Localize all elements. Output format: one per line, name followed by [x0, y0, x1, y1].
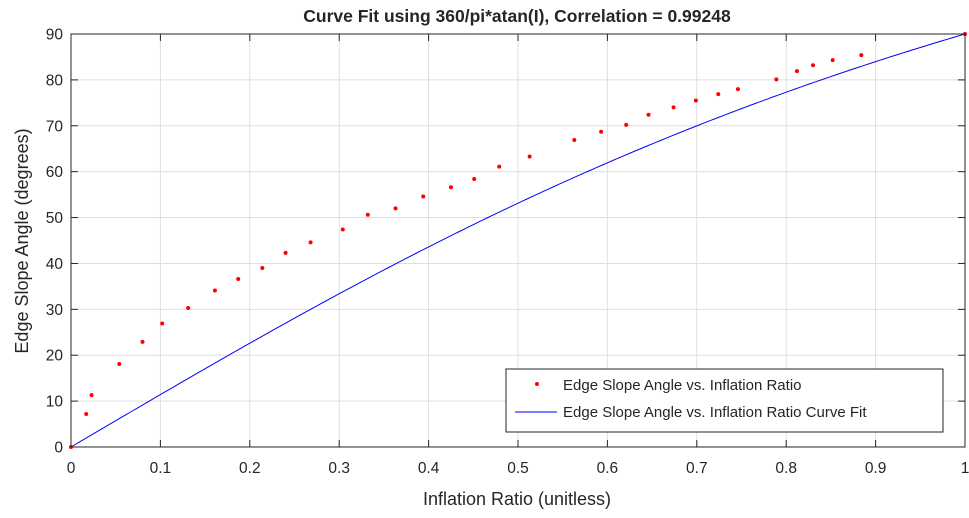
data-point — [160, 321, 165, 326]
tick-marks — [70, 33, 966, 448]
data-point — [572, 138, 577, 143]
data-point — [140, 339, 145, 344]
legend-entry-scatter: Edge Slope Angle vs. Inflation Ratio — [563, 377, 802, 394]
data-point — [283, 250, 288, 255]
x-tick-label: 0.4 — [418, 460, 440, 477]
data-point — [448, 185, 453, 190]
data-point — [599, 129, 604, 134]
data-point — [735, 87, 740, 92]
data-point — [497, 164, 502, 169]
data-point — [393, 206, 398, 211]
x-tick-label: 0.2 — [239, 460, 261, 477]
y-axis-label: Edge Slope Angle (degrees) — [12, 128, 32, 353]
x-tick-label: 0.3 — [328, 460, 350, 477]
legend-entry-line: Edge Slope Angle vs. Inflation Ratio Cur… — [563, 404, 867, 421]
y-tick-label: 10 — [46, 394, 64, 411]
x-tick-label: 1 — [961, 460, 969, 477]
x-axis-label: Inflation Ratio (unitless) — [423, 489, 611, 509]
x-tick-label: 0.7 — [686, 460, 708, 477]
data-point — [89, 393, 94, 398]
data-point — [774, 77, 779, 82]
y-tick-label: 30 — [46, 302, 64, 319]
tick-labels: 0 0.1 0.2 0.3 0.4 0.5 0.6 0.7 0.8 0.9 101020304050… — [46, 27, 969, 478]
x-tick-label: 0.6 — [597, 460, 619, 477]
data-point — [830, 58, 835, 63]
data-point — [859, 53, 864, 58]
data-point — [260, 266, 265, 271]
y-tick-label: 40 — [46, 256, 64, 273]
data-point — [212, 288, 217, 293]
y-tick-label: 80 — [46, 72, 64, 89]
curve-fit-line — [70, 33, 966, 448]
y-tick-label: 70 — [46, 118, 64, 135]
series-layer — [69, 32, 967, 449]
data-point — [117, 361, 122, 366]
y-tick-label: 50 — [46, 210, 64, 227]
legend: Edge Slope Angle vs. Inflation Ratio Edg… — [505, 368, 944, 433]
x-tick-label: 0.1 — [150, 460, 172, 477]
chart-title: Curve Fit using 360/pi*atan(I), Correlat… — [303, 6, 731, 26]
x-tick-label: 0 — [67, 460, 76, 477]
y-tick-label: 0 — [54, 440, 63, 457]
data-point — [794, 69, 799, 74]
legend-box — [505, 368, 944, 433]
y-tick-label: 60 — [46, 164, 64, 181]
data-point — [421, 194, 426, 199]
data-point — [716, 92, 721, 97]
x-tick-label: 0.9 — [865, 460, 887, 477]
data-point — [84, 411, 89, 416]
y-tick-label: 90 — [46, 27, 64, 44]
data-point — [671, 105, 676, 110]
data-point — [365, 212, 370, 217]
legend-marker-scatter — [535, 382, 539, 386]
data-point — [308, 240, 313, 245]
data-point — [340, 227, 345, 232]
data-point — [811, 63, 816, 68]
x-tick-label: 0.5 — [507, 460, 529, 477]
y-tick-label: 20 — [46, 348, 64, 365]
data-point — [693, 98, 698, 103]
data-point — [186, 305, 191, 310]
data-point — [624, 122, 629, 127]
data-point — [527, 154, 532, 159]
data-point — [472, 177, 477, 182]
data-point — [236, 277, 241, 282]
x-tick-label: 0.8 — [775, 460, 797, 477]
data-point — [646, 112, 651, 117]
